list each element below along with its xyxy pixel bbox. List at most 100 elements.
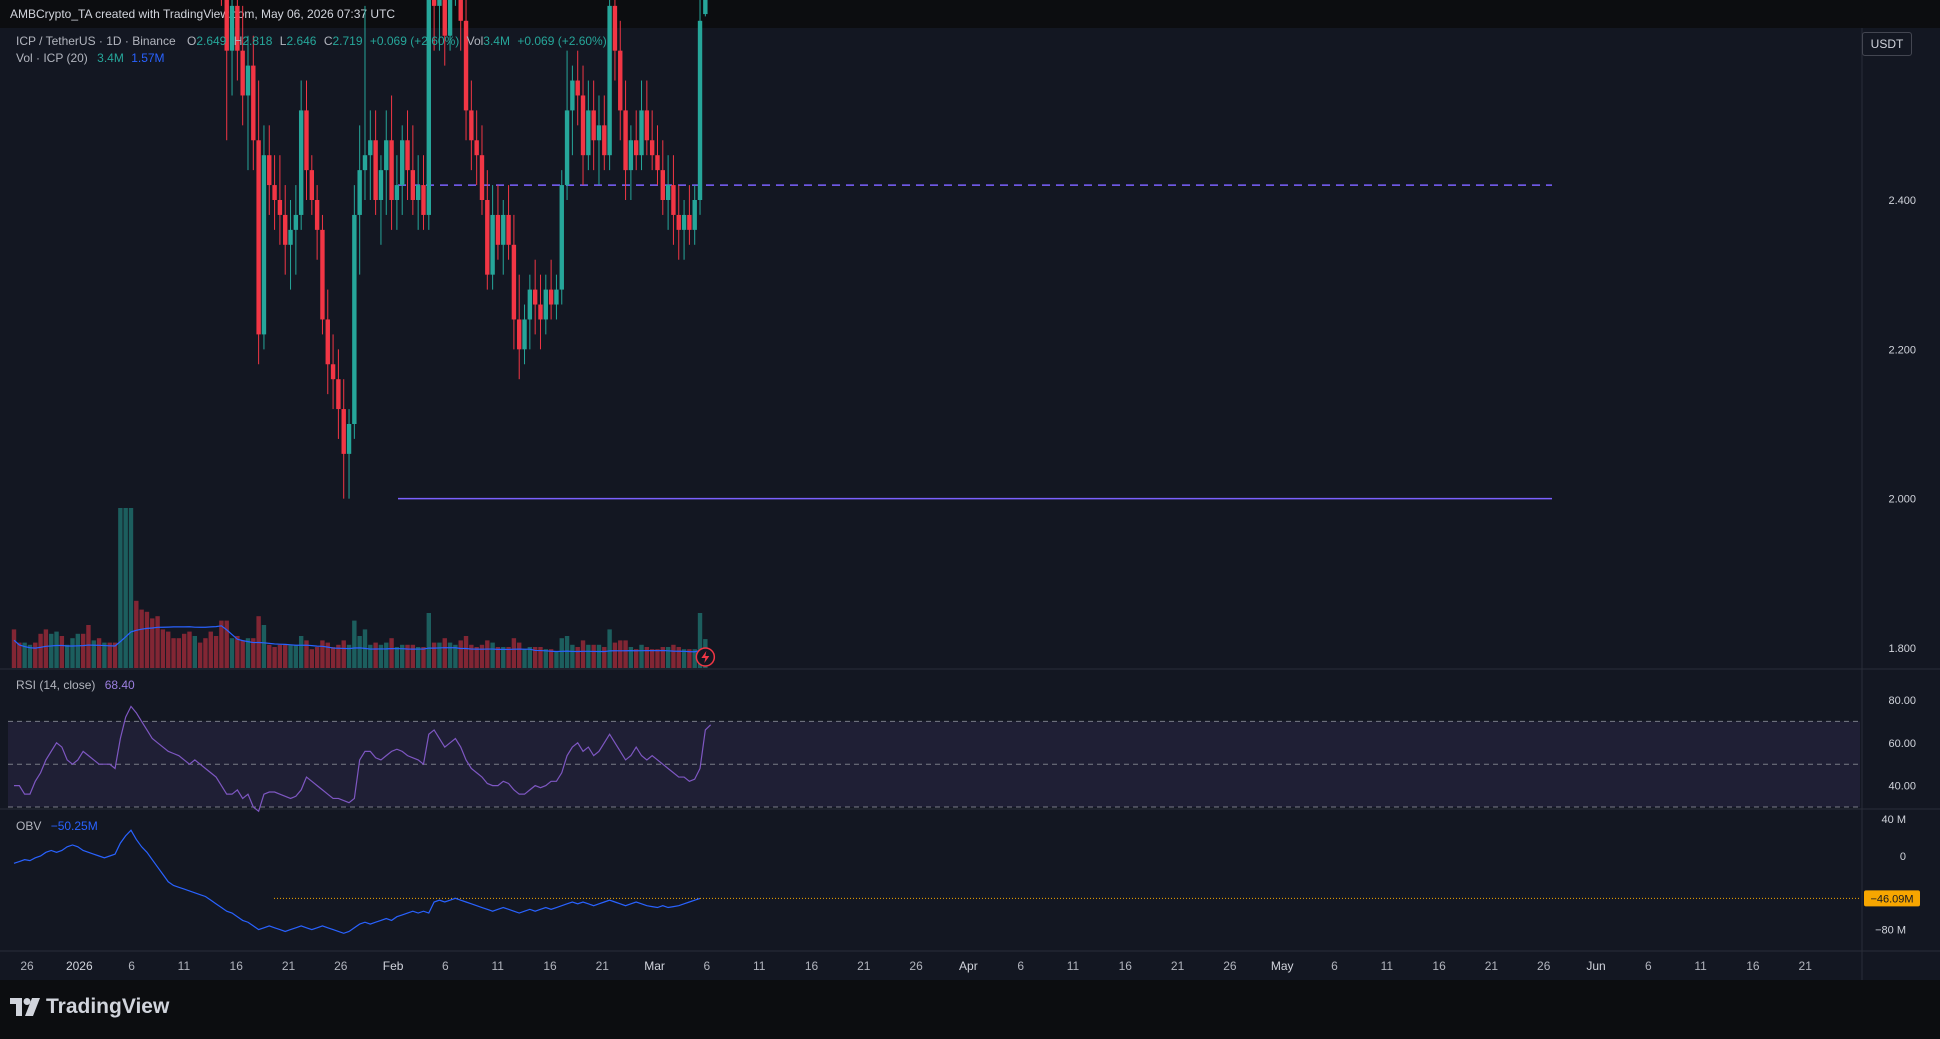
candle-body (490, 214, 495, 275)
time-axis-tick: Feb (383, 959, 404, 973)
volume-bar (38, 633, 43, 668)
obv-axis-tick: −80 M (1875, 925, 1906, 937)
volume-bar (112, 642, 118, 668)
obv-label: OBV (16, 819, 42, 833)
time-axis-tick: 11 (753, 959, 766, 973)
volume-bar (80, 633, 86, 668)
volume-bar (618, 640, 623, 668)
volume-ma-line (13, 625, 706, 653)
candle-body (267, 155, 272, 186)
obv-axis-tick: 40 M (1882, 814, 1906, 826)
time-axis-tick: 21 (1485, 959, 1499, 973)
volume-bar (458, 640, 463, 668)
candle-body (405, 140, 410, 171)
volume-bar (660, 647, 665, 668)
volume-bar (22, 642, 27, 668)
time-axis-tick: Jun (1586, 959, 1605, 973)
candle-body (655, 155, 660, 171)
high-value: 2.818 (242, 34, 273, 48)
volume-bar (128, 508, 134, 668)
candle-body (245, 65, 251, 96)
volume-bar (213, 636, 219, 668)
volume-bar (64, 644, 70, 668)
candle-body (522, 319, 527, 350)
candle-body (251, 65, 256, 141)
time-axis-tick: Mar (644, 959, 665, 973)
price-axis-tick: 2.400 (1888, 195, 1916, 207)
logo-text: TradingView (46, 995, 170, 1018)
time-axis-tick: 16 (230, 959, 244, 973)
candle-body (272, 185, 277, 200)
candle-body (602, 125, 607, 156)
rsi-legend: RSI (14, close) 68.40 (16, 678, 135, 692)
candle-body (368, 140, 373, 156)
volume-bar (309, 649, 315, 668)
time-axis-tick: 6 (1645, 959, 1652, 973)
volume-bar (527, 647, 533, 668)
candle-body (591, 110, 596, 141)
volume-bar (27, 644, 33, 668)
volume-bar (176, 638, 182, 668)
volume-bar (293, 644, 299, 668)
chart-frame[interactable] (0, 28, 1940, 980)
volume-bar (410, 644, 416, 668)
volume-bar (219, 620, 224, 668)
volume-bar (485, 640, 490, 668)
volume-bar (245, 638, 251, 668)
volume-bar (346, 644, 352, 668)
obv-value: −50.25M (50, 819, 98, 833)
time-axis-tick: 6 (704, 959, 711, 973)
candle-body (596, 125, 602, 141)
time-axis-tick: 16 (1746, 959, 1760, 973)
volume-bar (49, 633, 54, 668)
time-axis-tick: 26 (1537, 959, 1551, 973)
volume-bar (283, 644, 288, 668)
candle-body (283, 214, 288, 245)
candle-body (415, 185, 421, 200)
currency-button[interactable]: USDT (1862, 32, 1912, 56)
volume-bar (644, 647, 650, 668)
volume-bar (378, 644, 384, 668)
time-axis-tick: 16 (1119, 959, 1133, 973)
volume-bar (352, 620, 357, 668)
volume-bar (17, 642, 22, 668)
obv-last-label-bg (1864, 890, 1920, 907)
volume-bar (139, 609, 144, 668)
time-axis-tick: 16 (805, 959, 819, 973)
credit-text: AMBCrypto_TA created with TradingView.co… (10, 7, 396, 21)
candle-body (261, 155, 267, 335)
candle-body (458, 0, 463, 21)
volume-bar (442, 638, 447, 668)
symbol-legend: ICP / TetherUS · 1D · Binance O2.649 H2.… (16, 34, 607, 48)
candle-body (687, 214, 692, 230)
candle-body (671, 185, 676, 215)
volume-bar (596, 644, 602, 668)
volume-bar (288, 644, 293, 668)
close-value: 2.719 (332, 34, 363, 48)
candle-body (426, 0, 432, 215)
rsi-line (14, 705, 712, 813)
time-axis-tick: 6 (442, 959, 449, 973)
time-axis-tick: 11 (1067, 959, 1080, 973)
candle-body (543, 289, 548, 320)
candle-body (612, 5, 618, 51)
tradingview-logo[interactable]: TradingView (10, 995, 169, 1019)
candle-body (474, 140, 479, 156)
symbol-title: ICP / TetherUS · 1D · Binance (16, 34, 176, 48)
time-axis-tick: 26 (334, 959, 348, 973)
volume-bar (91, 640, 96, 668)
candle-body (644, 110, 650, 141)
volume-bar (325, 642, 330, 668)
volume-bar (463, 636, 469, 668)
change-value: +0.069 (+2.60%) (369, 34, 460, 48)
rsi-axis-tick: 40.00 (1888, 781, 1916, 793)
volume-bar (43, 629, 49, 668)
candle-body (554, 289, 559, 305)
volume-bar (586, 644, 591, 668)
volume-bar (203, 638, 208, 668)
volume-bar (59, 636, 65, 668)
candle-body (240, 50, 245, 96)
time-axis-tick: 6 (1331, 959, 1338, 973)
volume-bar (649, 649, 655, 668)
